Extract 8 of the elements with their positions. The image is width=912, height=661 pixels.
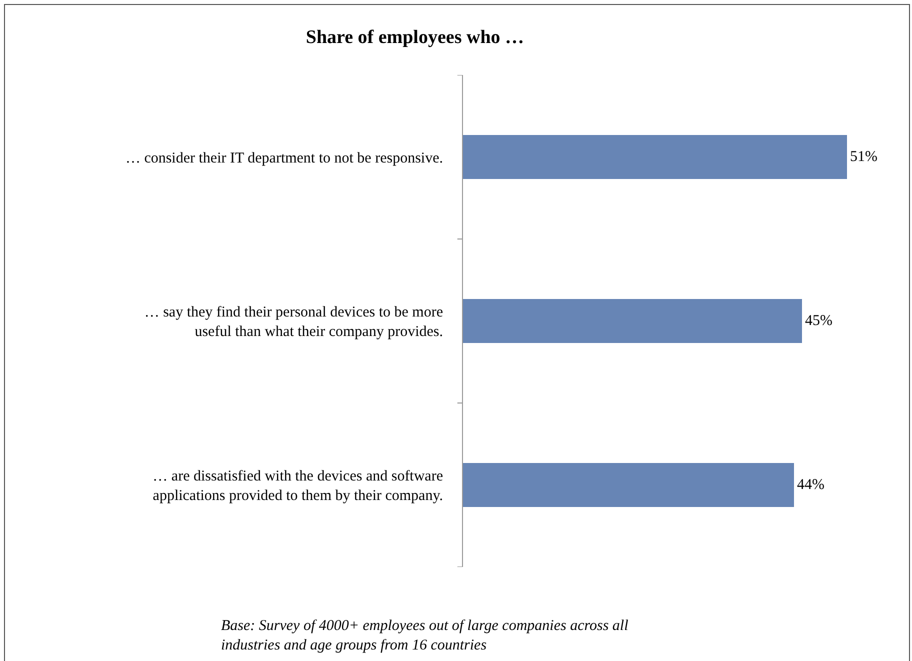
y-tick-label: … say they find their personal devices to be more useful than what their company provides. xyxy=(144,304,444,340)
data-label: 45% xyxy=(805,313,832,329)
y-tick-label: … consider their IT department to not be responsive. xyxy=(125,150,443,166)
data-label: 44% xyxy=(797,477,824,493)
y-tick-label: … are dissatisfied with the devices and software applications provided to them by their company. xyxy=(152,468,444,504)
text: Base: Survey of 4000+ employees out of large companies across all industries and age groups from 16 countries xyxy=(221,618,628,654)
chart-title: Share of employees who … xyxy=(306,27,524,48)
data-label: 51% xyxy=(850,149,878,165)
